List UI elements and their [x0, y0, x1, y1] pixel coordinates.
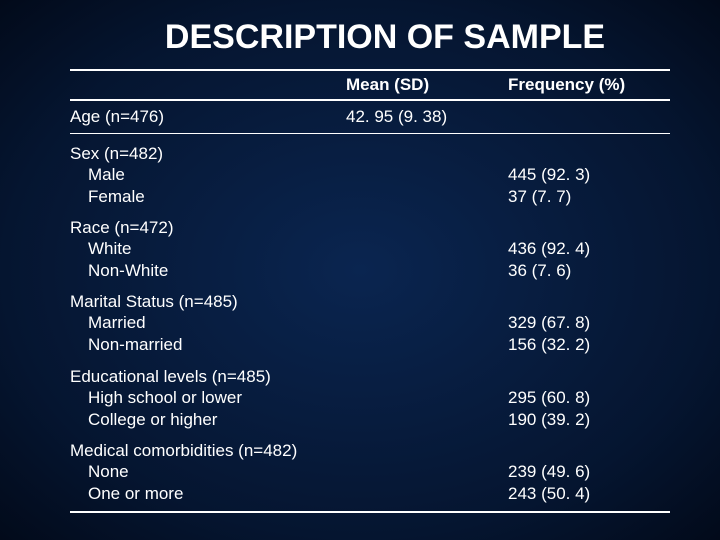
race-nonwhite-freq: 36 (7. 6) — [508, 260, 670, 282]
race-nonwhite-label: Non-White — [70, 261, 168, 280]
sex-male-label: Male — [70, 165, 125, 184]
edu-college-row: College or higher 190 (39. 2) — [70, 409, 670, 431]
sex-section: Sex (n=482) — [70, 134, 670, 165]
comorb-one-freq: 243 (50. 4) — [508, 483, 670, 512]
marital-married-label: Married — [70, 313, 146, 332]
marital-nonmarried-label: Non-married — [70, 335, 182, 354]
header-freq: Frequency (%) — [508, 70, 670, 100]
comorb-none-label: None — [70, 462, 129, 481]
slide-container: DESCRIPTION OF SAMPLE Mean (SD) Frequenc… — [0, 0, 720, 540]
sex-label: Sex (n=482) — [70, 134, 346, 165]
race-section: Race (n=472) — [70, 208, 670, 238]
comorb-none-freq: 239 (49. 6) — [508, 461, 670, 483]
age-freq — [508, 100, 670, 134]
marital-label: Marital Status (n=485) — [70, 282, 346, 312]
edu-hs-label: High school or lower — [70, 388, 242, 407]
comorb-label: Medical comorbidities (n=482) — [70, 431, 346, 461]
comorb-one-label: One or more — [70, 484, 183, 503]
sex-male-freq: 445 (92. 3) — [508, 164, 670, 186]
race-nonwhite-row: Non-White 36 (7. 6) — [70, 260, 670, 282]
comorb-section: Medical comorbidities (n=482) — [70, 431, 670, 461]
sex-female-label: Female — [70, 187, 145, 206]
edu-college-label: College or higher — [70, 410, 217, 429]
marital-nonmarried-freq: 156 (32. 2) — [508, 334, 670, 356]
sex-female-freq: 37 (7. 7) — [508, 186, 670, 208]
slide-title: DESCRIPTION OF SAMPLE — [100, 18, 670, 57]
marital-nonmarried-row: Non-married 156 (32. 2) — [70, 334, 670, 356]
sample-table: Mean (SD) Frequency (%) Age (n=476) 42. … — [70, 69, 670, 513]
edu-section: Educational levels (n=485) — [70, 357, 670, 387]
race-label: Race (n=472) — [70, 208, 346, 238]
edu-college-freq: 190 (39. 2) — [508, 409, 670, 431]
marital-married-row: Married 329 (67. 8) — [70, 312, 670, 334]
sex-female-row: Female 37 (7. 7) — [70, 186, 670, 208]
age-mean: 42. 95 (9. 38) — [346, 100, 508, 134]
edu-hs-row: High school or lower 295 (60. 8) — [70, 387, 670, 409]
table-header-row: Mean (SD) Frequency (%) — [70, 70, 670, 100]
sex-male-row: Male 445 (92. 3) — [70, 164, 670, 186]
edu-hs-freq: 295 (60. 8) — [508, 387, 670, 409]
header-blank — [70, 70, 346, 100]
race-white-label: White — [70, 239, 131, 258]
comorb-one-row: One or more 243 (50. 4) — [70, 483, 670, 512]
header-mean: Mean (SD) — [346, 70, 508, 100]
marital-section: Marital Status (n=485) — [70, 282, 670, 312]
edu-label: Educational levels (n=485) — [70, 357, 346, 387]
race-white-row: White 436 (92. 4) — [70, 238, 670, 260]
race-white-freq: 436 (92. 4) — [508, 238, 670, 260]
comorb-none-row: None 239 (49. 6) — [70, 461, 670, 483]
age-label: Age (n=476) — [70, 100, 346, 134]
age-row: Age (n=476) 42. 95 (9. 38) — [70, 100, 670, 134]
marital-married-freq: 329 (67. 8) — [508, 312, 670, 334]
